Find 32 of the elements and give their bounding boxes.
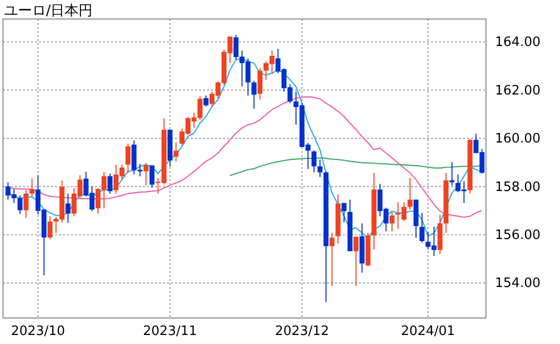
candlestick	[150, 164, 154, 189]
candlestick	[66, 193, 70, 224]
x-tick-label: 2023/12	[274, 324, 330, 340]
candlestick	[144, 162, 148, 186]
candlestick	[330, 232, 334, 286]
candlestick	[30, 178, 34, 198]
candlestick	[354, 236, 358, 286]
candlestick	[318, 159, 322, 178]
candlestick	[258, 68, 262, 100]
candlestick	[48, 216, 52, 240]
candlestick	[390, 212, 394, 232]
y-tick-label: 154.00	[495, 276, 540, 292]
candlestick	[126, 143, 130, 174]
candlestick	[252, 80, 256, 110]
y-tick-label: 158.00	[495, 180, 540, 195]
y-tick-label: 162.00	[495, 83, 540, 98]
y-tick-label: 160.00	[495, 132, 540, 147]
x-tick-label: 2024/01	[400, 324, 456, 340]
candlestick	[312, 150, 316, 173]
y-tick-label: 164.00	[495, 35, 540, 50]
candlestick	[18, 195, 22, 214]
candlestick	[174, 142, 178, 162]
candlestick	[204, 94, 208, 108]
y-tick-label: 156.00	[495, 228, 540, 243]
candlestick	[408, 177, 412, 210]
x-tick-label: 2023/10	[10, 324, 66, 340]
candlestick	[420, 212, 424, 244]
candlestick	[342, 202, 346, 223]
candlestick	[108, 173, 112, 194]
candlestick	[24, 190, 28, 218]
chart-title: ユーロ/日本円	[4, 3, 93, 19]
x-tick-label: 2023/11	[142, 324, 198, 340]
